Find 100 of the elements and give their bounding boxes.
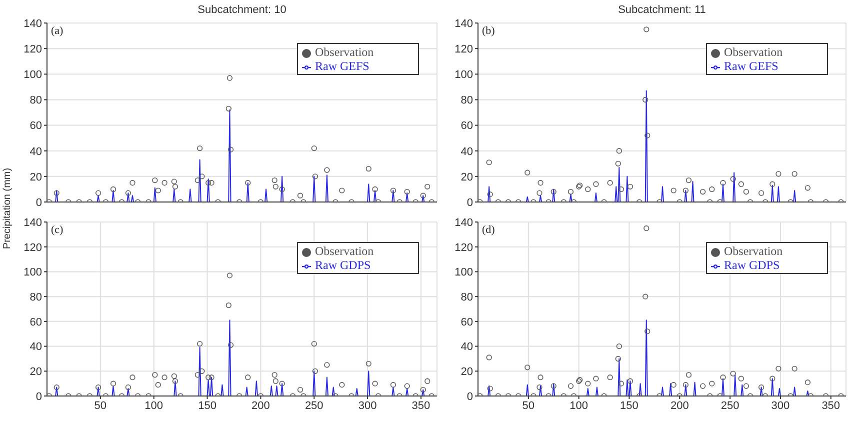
point (804, 380, 810, 386)
point (616, 148, 622, 154)
y-tick-label: 140 (24, 216, 42, 229)
x-tick-label: 250 (720, 400, 740, 412)
point (642, 294, 648, 300)
point (776, 366, 782, 372)
legend-label: Observation (724, 244, 783, 258)
point (709, 380, 715, 386)
y-tick-label: 0 (466, 390, 473, 403)
x-tick-label: 350 (412, 400, 430, 412)
y-tick-label: 60 (30, 316, 42, 328)
point (585, 186, 591, 192)
point (738, 376, 744, 382)
y-tick-label: 140 (454, 216, 473, 229)
point (627, 378, 634, 384)
point (682, 188, 688, 194)
point (770, 181, 776, 187)
y-tick-label: 80 (460, 291, 473, 304)
legend-label: Raw GDPS (315, 258, 371, 272)
y-tick-label: 80 (30, 291, 42, 304)
point (568, 188, 574, 195)
y-tick-label: 120 (454, 43, 473, 56)
y-tick-label: 20 (30, 171, 42, 184)
point (538, 374, 544, 380)
x-tick-label: 250 (304, 400, 324, 412)
x-tick-label: 200 (670, 400, 689, 412)
y-tick-label: 80 (30, 94, 42, 107)
point (585, 380, 591, 386)
point (743, 383, 749, 389)
point (700, 188, 706, 195)
chart-title: Subcatchment: 10 (196, 4, 288, 16)
y-tick-label: 40 (460, 146, 473, 158)
point (536, 190, 542, 196)
x-tick-label: 200 (252, 400, 270, 412)
point (568, 383, 574, 389)
point (792, 366, 798, 372)
y-tick-label: 120 (24, 43, 42, 56)
point (642, 96, 648, 103)
point (607, 374, 613, 380)
point (486, 354, 492, 360)
y-tick-label: 100 (24, 69, 42, 82)
x-tick-label: 150 (620, 400, 638, 412)
point (792, 171, 798, 177)
point (644, 225, 650, 232)
point (709, 186, 715, 192)
point (743, 188, 749, 195)
point (644, 328, 650, 334)
y-tick-label: 60 (460, 316, 473, 328)
y-tick-label: 40 (30, 341, 42, 354)
y-tick-label: 0 (36, 390, 42, 403)
y-tick-label: 100 (454, 266, 473, 279)
point (770, 376, 776, 382)
x-tick-label: 50 (522, 400, 535, 412)
y-tick-label: 140 (24, 18, 42, 30)
point (487, 386, 493, 392)
point (670, 188, 676, 194)
x-tick-label: 150 (198, 400, 216, 412)
point (730, 370, 736, 376)
y-tick-label: 80 (460, 94, 473, 107)
point (738, 181, 744, 187)
point (615, 160, 621, 166)
annotation: (d) (482, 224, 495, 236)
point (730, 176, 736, 182)
point (686, 177, 692, 184)
y-tick-label: 60 (460, 120, 473, 132)
x-tick-label: 300 (771, 400, 790, 412)
x-tick-label: 350 (822, 400, 840, 412)
x-tick-label: 100 (144, 400, 164, 412)
chart-title: Subcatchment: 11 (617, 4, 707, 16)
point (758, 190, 764, 196)
y-tick-label: 20 (30, 366, 42, 378)
x-tick-label: 100 (570, 400, 588, 412)
point (615, 356, 621, 362)
y-tick-label: 120 (24, 242, 42, 254)
legend-label: Observation (724, 45, 783, 59)
x-tick-label: 50 (94, 400, 107, 412)
point (720, 180, 726, 186)
point (524, 170, 530, 176)
legend-label: Observation (315, 244, 374, 258)
legend-label: Observation (315, 45, 374, 59)
y-axis-title: Precipitation (mm) (2, 167, 14, 249)
point (536, 384, 542, 390)
point (524, 364, 530, 370)
x-tick-label: 300 (358, 400, 377, 412)
point (644, 26, 650, 32)
point (538, 180, 544, 186)
point (607, 180, 613, 186)
point (644, 132, 650, 138)
y-tick-label: 120 (454, 242, 473, 254)
point (593, 376, 599, 382)
point (682, 382, 688, 388)
y-tick-label: 40 (30, 146, 42, 158)
point (593, 181, 599, 187)
y-tick-label: 40 (460, 341, 473, 354)
point (618, 380, 624, 386)
legend-label: Raw GEFS (315, 59, 370, 73)
point (627, 184, 634, 190)
y-tick-label: 100 (454, 69, 473, 82)
annotation: (a) (51, 25, 64, 37)
point (550, 383, 556, 389)
